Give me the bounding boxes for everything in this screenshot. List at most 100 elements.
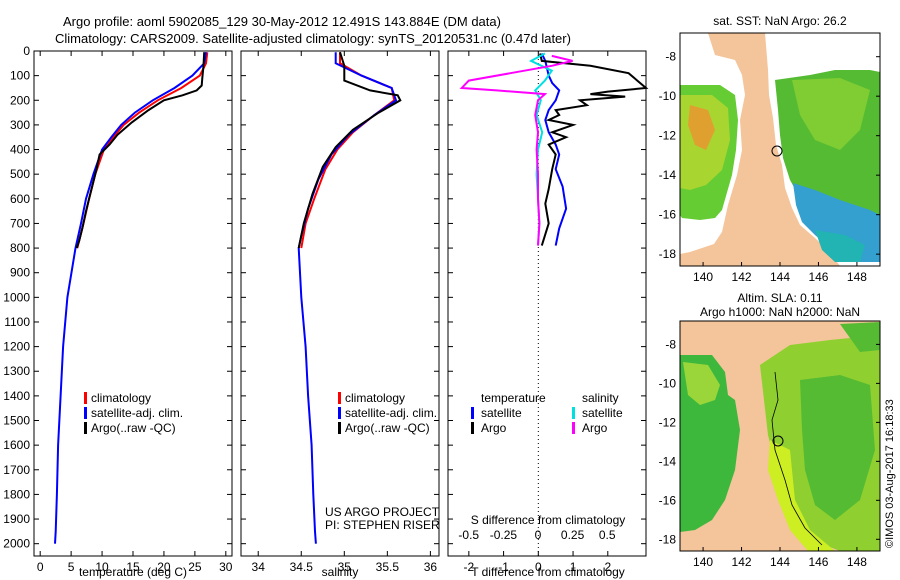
legend-swatch-climatology [338, 392, 341, 404]
map-y-tick-label: -16 [659, 493, 677, 507]
sst-map-ticks: 140 142 144 146 148 -8 -10 -12 -14 -16 -18 [659, 50, 880, 284]
map-y-tick-label: -10 [659, 89, 677, 103]
sst-map-title: sat. SST: NaN Argo: 26.2 [713, 14, 847, 28]
legend-swatch-satellite [338, 407, 341, 419]
series-line-argo-raw-qc [75, 52, 206, 249]
temperature-axes-box [33, 50, 233, 557]
y-tick-label: 300 [10, 118, 30, 132]
y-tick-label: 1600 [3, 438, 30, 452]
y-tick-label: 500 [10, 167, 30, 181]
sst-map-body [680, 33, 880, 266]
y-tick-label: 200 [10, 93, 30, 107]
difference-xlabel: T difference from climatology [471, 565, 625, 579]
map-x-tick-label: 142 [732, 270, 752, 284]
x-tick-label: 36 [424, 560, 438, 574]
legend-swatch-s-satellite [572, 407, 575, 419]
map-y-tick-label: -18 [659, 247, 677, 261]
y-tick-label: 400 [10, 143, 30, 157]
legend-swatch-satellite [84, 407, 87, 419]
y-tick-label: 600 [10, 192, 30, 206]
top-x-tick-label: -0.5 [458, 528, 479, 542]
difference-lines [459, 52, 649, 246]
argo-position-marker [772, 435, 784, 447]
x-tick-label: 25 [188, 560, 202, 574]
map-y-tick-label: -16 [659, 208, 677, 222]
temperature-lines [54, 52, 209, 544]
sla-map-title-2: Argo h1000: NaN h2000: NaN [700, 305, 860, 319]
coral-sla-shelf [768, 440, 835, 551]
map-x-tick-label: 144 [770, 555, 790, 569]
difference-top-xlabel: S difference from climatology [471, 513, 626, 527]
gulf-sla-high [683, 362, 720, 405]
temperature-panel: 0 5 10 15 20 25 300100200300400500600700800900… [3, 44, 233, 579]
sla-map-ticks: 140 142 144 146 148 -8 -10 -12 -14 -16 -18 [659, 337, 880, 569]
difference-ticks: -2 -1 0 1 2 -0.5 -0.25 0 0.25 0.5 [448, 50, 646, 574]
legend-swatch-t-satellite [471, 407, 474, 419]
y-tick-label: 1900 [3, 512, 30, 526]
x-tick-label: 35.5 [376, 560, 400, 574]
map-x-tick-label: 142 [732, 555, 752, 569]
legend-label-argo: Argo(..raw -QC) [91, 421, 176, 435]
series-line-argo-raw-qc [297, 51, 402, 249]
coral-sst-warm [792, 78, 870, 150]
salinity-legend: climatology satellite-adj. clim. Argo(..… [338, 391, 437, 435]
legend-header-temperature: temperature [481, 391, 546, 405]
y-tick-label: 2000 [3, 537, 30, 551]
x-tick-label: 2 [604, 560, 611, 574]
legend-label-climatology: climatology [345, 391, 405, 405]
map-x-tick-label: 144 [770, 270, 790, 284]
coral-sla-north [840, 322, 880, 352]
y-tick-label: 1800 [3, 487, 30, 501]
legend-swatch-climatology [84, 392, 87, 404]
salinity-panel: 34 34.5 35 35.5 36 salinity climatology sate… [240, 50, 440, 579]
salinity-ticks: 34 34.5 35 35.5 36 [241, 50, 439, 574]
legend-label-climatology: climatology [91, 391, 151, 405]
legend-label-satellite: satellite-adj. clim. [345, 406, 437, 420]
shelf-contour [771, 371, 823, 546]
legend-header-salinity: salinity [582, 391, 619, 405]
map-y-tick-label: -12 [659, 415, 677, 429]
legend-label-s-argo: Argo [582, 421, 608, 435]
series-line-s-argo [459, 54, 573, 246]
temperature-ticks: 0 5 10 15 20 25 300100200300400500600700800900… [3, 44, 233, 574]
title-line-1: Argo profile: aoml 5902085_129 30-May-20… [63, 14, 501, 29]
legend-label-argo: Argo(..raw -QC) [345, 421, 430, 435]
x-tick-label: 0 [535, 560, 542, 574]
project-annotation: US ARGO PROJECT [325, 505, 440, 519]
difference-legend: temperature salinity satellite Argo sate… [471, 391, 623, 435]
imos-credit: ©IMOS 03-Aug-2017 16:18:33 [884, 399, 896, 548]
sla-map-body [680, 321, 880, 551]
x-tick-label: -1 [498, 560, 509, 574]
y-tick-label: 1500 [3, 414, 30, 428]
x-tick-label: 34 [252, 560, 266, 574]
map-y-tick-label: -14 [659, 454, 677, 468]
y-tick-label: 0 [23, 44, 30, 58]
map-x-tick-label: 140 [693, 270, 713, 284]
legend-label-s-satellite: satellite [582, 406, 623, 420]
gulf-sst-hot [688, 105, 715, 150]
y-tick-label: 1300 [3, 364, 30, 378]
x-tick-label: 10 [95, 560, 109, 574]
legend-swatch-s-argo [572, 422, 575, 434]
map-y-tick-label: -8 [665, 337, 676, 351]
x-tick-label: 0 [37, 560, 44, 574]
x-tick-label: 20 [157, 560, 171, 574]
map-x-tick-label: 148 [847, 270, 867, 284]
salinity-axes-box [240, 50, 440, 557]
series-line-t-satellite [540, 53, 568, 246]
top-x-tick-label: 0.25 [561, 528, 585, 542]
legend-label-t-satellite: satellite [481, 406, 522, 420]
x-tick-label: 1 [570, 560, 577, 574]
y-tick-label: 1400 [3, 389, 30, 403]
salinity-xlabel: salinity [322, 565, 359, 579]
temperature-xlabel: temperature (deg C) [79, 565, 187, 579]
legend-swatch-argo [338, 422, 341, 434]
y-tick-label: 800 [10, 241, 30, 255]
x-tick-label: 5 [68, 560, 75, 574]
series-line-t-argo [539, 53, 649, 246]
legend-swatch-t-argo [471, 422, 474, 434]
coral-sst-teal [815, 230, 865, 262]
y-tick-label: 100 [10, 69, 30, 83]
legend-label-t-argo: Argo [481, 421, 507, 435]
x-tick-label: 35 [338, 560, 352, 574]
